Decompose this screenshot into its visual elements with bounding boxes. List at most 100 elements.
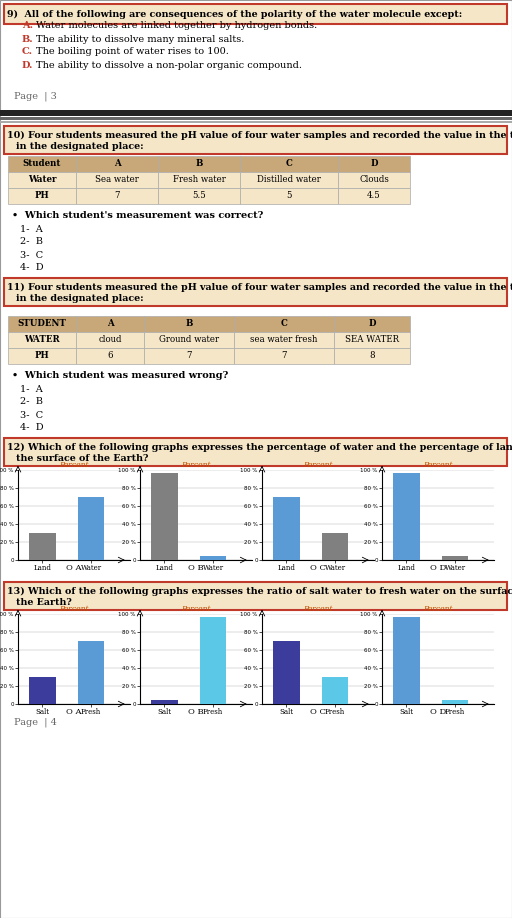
- Text: B: B: [195, 160, 203, 169]
- Text: C: C: [286, 160, 292, 169]
- Bar: [200, 617, 226, 704]
- Bar: [29, 533, 56, 560]
- Text: A: A: [106, 319, 113, 329]
- Text: The boiling point of water rises to 100.: The boiling point of water rises to 100.: [36, 48, 229, 57]
- Text: 7: 7: [186, 352, 192, 361]
- Bar: [76, 332, 144, 348]
- Bar: [273, 641, 300, 704]
- Bar: [8, 348, 76, 364]
- Text: PH: PH: [35, 352, 49, 361]
- Bar: [144, 332, 234, 348]
- Text: Ground water: Ground water: [159, 335, 219, 344]
- Bar: [0, 121, 512, 123]
- Text: O C: O C: [310, 708, 326, 716]
- Bar: [200, 555, 226, 560]
- Text: D: D: [370, 160, 378, 169]
- Bar: [78, 497, 104, 560]
- Bar: [8, 188, 76, 204]
- Text: Sea water: Sea water: [95, 175, 139, 185]
- Text: 11) Four students measured the pH value of four water samples and recorded the v: 11) Four students measured the pH value …: [7, 283, 512, 292]
- Text: 8: 8: [369, 352, 375, 361]
- Text: 4-  D: 4- D: [20, 263, 44, 273]
- Bar: [76, 316, 144, 332]
- Bar: [158, 156, 240, 172]
- Bar: [240, 156, 338, 172]
- Bar: [240, 188, 338, 204]
- Bar: [234, 316, 334, 332]
- Text: O D: O D: [430, 708, 446, 716]
- Text: 4-  D: 4- D: [20, 423, 44, 432]
- Bar: [4, 126, 507, 154]
- Bar: [322, 533, 349, 560]
- Text: O C: O C: [310, 564, 326, 572]
- Text: 2-  B: 2- B: [20, 238, 43, 247]
- Text: O B: O B: [188, 564, 204, 572]
- Text: •  Which student was measured wrong?: • Which student was measured wrong?: [12, 372, 228, 380]
- Text: Page  | 3: Page | 3: [14, 91, 57, 101]
- Bar: [76, 172, 158, 188]
- Text: Page  | 4: Page | 4: [14, 717, 57, 727]
- Title: Percent: Percent: [303, 461, 333, 469]
- Text: the surface of the Earth?: the surface of the Earth?: [16, 453, 148, 463]
- Title: Percent: Percent: [423, 461, 453, 469]
- Title: Percent: Percent: [181, 461, 211, 469]
- Text: 7: 7: [281, 352, 287, 361]
- Text: 4.5: 4.5: [367, 192, 381, 200]
- Bar: [393, 473, 420, 560]
- Text: 9)  All of the following are consequences of the polarity of the water molecule : 9) All of the following are consequences…: [7, 9, 462, 18]
- Text: in the designated place:: in the designated place:: [16, 141, 144, 151]
- Title: Percent: Percent: [303, 605, 333, 613]
- Bar: [151, 700, 178, 704]
- Bar: [4, 278, 507, 306]
- Bar: [0, 117, 512, 120]
- Bar: [338, 156, 410, 172]
- Text: •  Which student's measurement was correct?: • Which student's measurement was correc…: [12, 211, 263, 220]
- Text: Student: Student: [23, 160, 61, 169]
- Bar: [393, 617, 420, 704]
- Bar: [4, 438, 507, 466]
- Text: SEA WATER: SEA WATER: [345, 335, 399, 344]
- Text: 1-  A: 1- A: [20, 225, 42, 233]
- Text: 5.5: 5.5: [192, 192, 206, 200]
- Bar: [273, 497, 300, 560]
- Bar: [76, 348, 144, 364]
- Text: O A: O A: [66, 564, 82, 572]
- Bar: [334, 316, 410, 332]
- Text: 1-  A: 1- A: [20, 385, 42, 394]
- Text: 2-  B: 2- B: [20, 397, 43, 407]
- Bar: [4, 4, 507, 24]
- Text: O B: O B: [188, 708, 204, 716]
- Bar: [234, 332, 334, 348]
- Bar: [158, 172, 240, 188]
- Text: A: A: [114, 160, 120, 169]
- Text: 12) Which of the following graphs expresses the percentage of water and the perc: 12) Which of the following graphs expres…: [7, 442, 512, 452]
- Bar: [240, 172, 338, 188]
- Title: Percent: Percent: [59, 461, 89, 469]
- Bar: [8, 156, 76, 172]
- Text: C.: C.: [22, 48, 33, 57]
- Bar: [151, 473, 178, 560]
- Text: D: D: [368, 319, 376, 329]
- Text: D.: D.: [22, 61, 33, 70]
- Text: in the designated place:: in the designated place:: [16, 294, 144, 303]
- Text: The ability to dissolve many mineral salts.: The ability to dissolve many mineral sal…: [36, 35, 244, 43]
- Bar: [338, 188, 410, 204]
- Text: Clouds: Clouds: [359, 175, 389, 185]
- Bar: [76, 156, 158, 172]
- Text: 6: 6: [107, 352, 113, 361]
- Text: STUDENT: STUDENT: [17, 319, 67, 329]
- Text: O D: O D: [430, 564, 446, 572]
- Text: 3-  C: 3- C: [20, 251, 43, 260]
- Bar: [4, 582, 507, 610]
- Title: Percent: Percent: [423, 605, 453, 613]
- Text: A.: A.: [22, 21, 33, 30]
- Bar: [334, 348, 410, 364]
- Text: 13) Which of the following graphs expresses the ratio of salt water to fresh wat: 13) Which of the following graphs expres…: [7, 587, 512, 596]
- Bar: [334, 332, 410, 348]
- Bar: [8, 172, 76, 188]
- Bar: [442, 555, 468, 560]
- Text: cloud: cloud: [98, 335, 122, 344]
- Text: B: B: [185, 319, 193, 329]
- Bar: [144, 348, 234, 364]
- Title: Percent: Percent: [181, 605, 211, 613]
